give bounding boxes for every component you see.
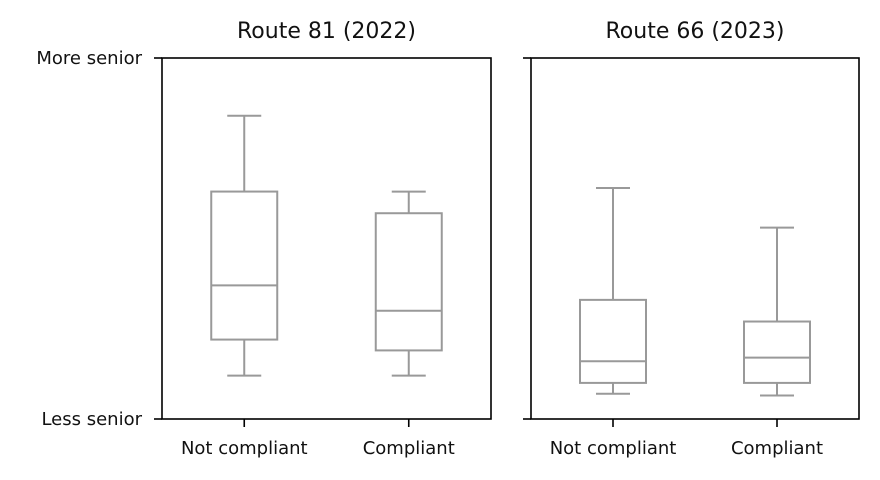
plot-frame-1 (161, 57, 492, 420)
iqr-box-1-2 (374, 212, 443, 352)
iqr-box-2-1 (579, 298, 647, 384)
x-tick-label-2-1: Not compliant (550, 438, 677, 459)
x-tick-label-1-1: Not compliant (181, 438, 308, 459)
iqr-box-1-1 (210, 190, 279, 341)
plot-frame-2 (530, 57, 860, 420)
y-tick-label-top: More senior (36, 48, 142, 69)
panel-title-2: Route 66 (2023) (606, 19, 785, 44)
x-tick-label-1-2: Compliant (363, 438, 455, 459)
x-tick-label-2-2: Compliant (731, 438, 823, 459)
iqr-box-2-2 (743, 320, 811, 384)
panel-title-1: Route 81 (2022) (237, 19, 416, 44)
y-tick-label-bottom: Less senior (41, 409, 142, 430)
